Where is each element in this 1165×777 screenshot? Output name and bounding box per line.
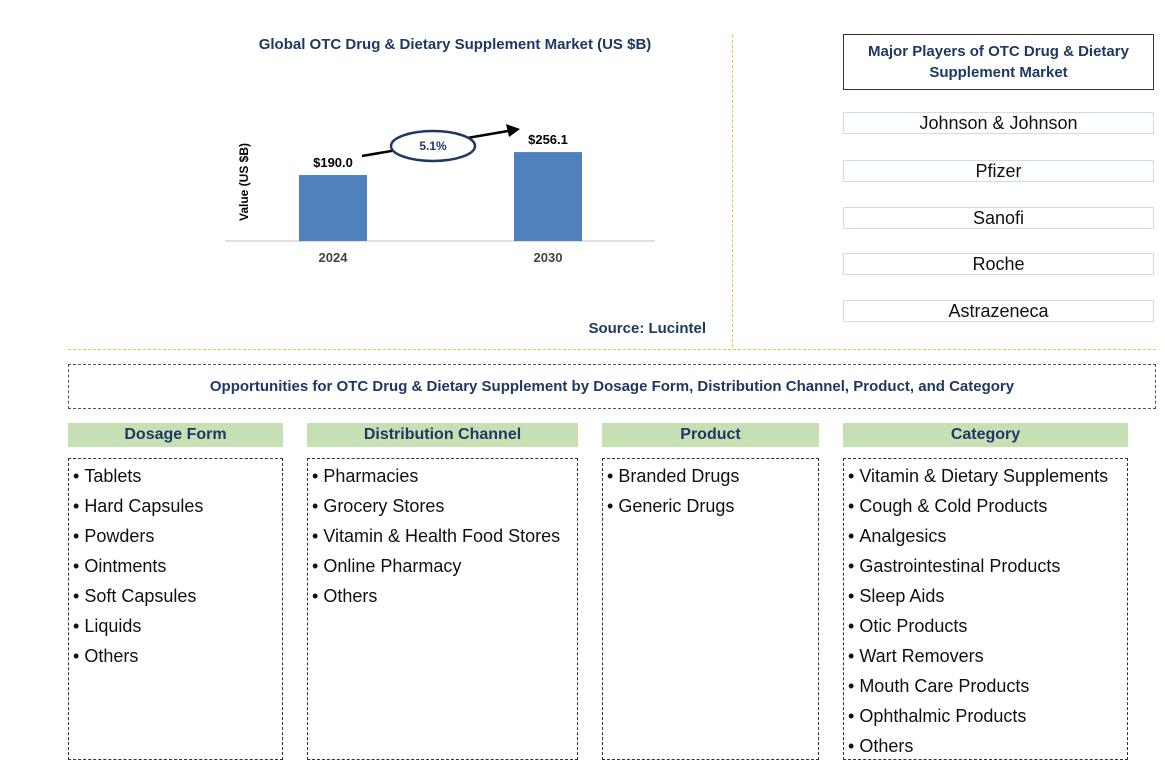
player-item: Roche xyxy=(843,253,1154,275)
cagr-arrowhead-icon xyxy=(506,124,520,137)
vertical-divider xyxy=(732,35,733,347)
player-item: Johnson & Johnson xyxy=(843,112,1154,134)
player-item: Pfizer xyxy=(843,160,1154,182)
column-header-distribution-channel: Distribution Channel xyxy=(307,423,578,447)
bar-chart: Value (US $B) $190.0 2024 $256.1 2030 5.1% xyxy=(225,124,655,265)
source-label: Source: Lucintel xyxy=(588,320,706,337)
horizontal-divider xyxy=(68,349,1156,350)
list-item: Online Pharmacy xyxy=(312,551,577,581)
cagr-ellipse xyxy=(389,129,477,163)
dosage-form-list: TabletsHard CapsulesPowdersOintmentsSoft… xyxy=(68,458,283,760)
distribution-channel-list: PharmaciesGrocery StoresVitamin & Health… xyxy=(307,458,578,760)
list-item: Mouth Care Products xyxy=(848,671,1127,701)
x-tick-label: 2024 xyxy=(319,250,349,265)
list-item: Tablets xyxy=(73,461,282,491)
list-item: Liquids xyxy=(73,611,282,641)
list-item: Others xyxy=(73,641,282,671)
list-item: Vitamin & Dietary Supplements xyxy=(848,461,1127,491)
list-item: Branded Drugs xyxy=(607,461,818,491)
list-item: Vitamin & Health Food Stores xyxy=(312,521,577,551)
list-item: Soft Capsules xyxy=(73,581,282,611)
column-header-product: Product xyxy=(602,423,819,447)
list-item: Otic Products xyxy=(848,611,1127,641)
column-header-dosage-form: Dosage Form xyxy=(68,423,283,447)
list-item: Generic Drugs xyxy=(607,491,818,521)
list-item: Pharmacies xyxy=(312,461,577,491)
list-item: Ointments xyxy=(73,551,282,581)
list-item: Powders xyxy=(73,521,282,551)
list-item: Cough & Cold Products xyxy=(848,491,1127,521)
list-item: Gastrointestinal Products xyxy=(848,551,1127,581)
list-item: Ophthalmic Products xyxy=(848,701,1127,731)
list-item: Sleep Aids xyxy=(848,581,1127,611)
list-item: Grocery Stores xyxy=(312,491,577,521)
product-list: Branded DrugsGeneric Drugs xyxy=(602,458,819,760)
data-label: $256.1 xyxy=(528,132,568,147)
opportunities-title: Opportunities for OTC Drug & Dietary Sup… xyxy=(68,364,1156,409)
chart-title: Global OTC Drug & Dietary Supplement Mar… xyxy=(258,36,652,53)
data-label: $190.0 xyxy=(313,155,353,170)
list-item: Hard Capsules xyxy=(73,491,282,521)
x-tick-label: 2030 xyxy=(534,250,563,265)
list-item: Others xyxy=(848,731,1127,761)
column-header-category: Category xyxy=(843,423,1128,447)
category-list: Vitamin & Dietary SupplementsCough & Col… xyxy=(843,458,1128,760)
cagr-annotation: 5.1% xyxy=(361,124,520,163)
players-title: Major Players of OTC Drug & Dietary Supp… xyxy=(843,34,1154,90)
cagr-label: 5.1% xyxy=(419,139,447,153)
player-item: Sanofi xyxy=(843,207,1154,229)
y-axis-label: Value (US $B) xyxy=(237,143,251,221)
list-item: Others xyxy=(312,581,577,611)
list-item: Analgesics xyxy=(848,521,1127,551)
player-item: Astrazeneca xyxy=(843,300,1154,322)
list-item: Wart Removers xyxy=(848,641,1127,671)
bar-2024 xyxy=(299,175,367,241)
bar-2030 xyxy=(514,152,582,241)
